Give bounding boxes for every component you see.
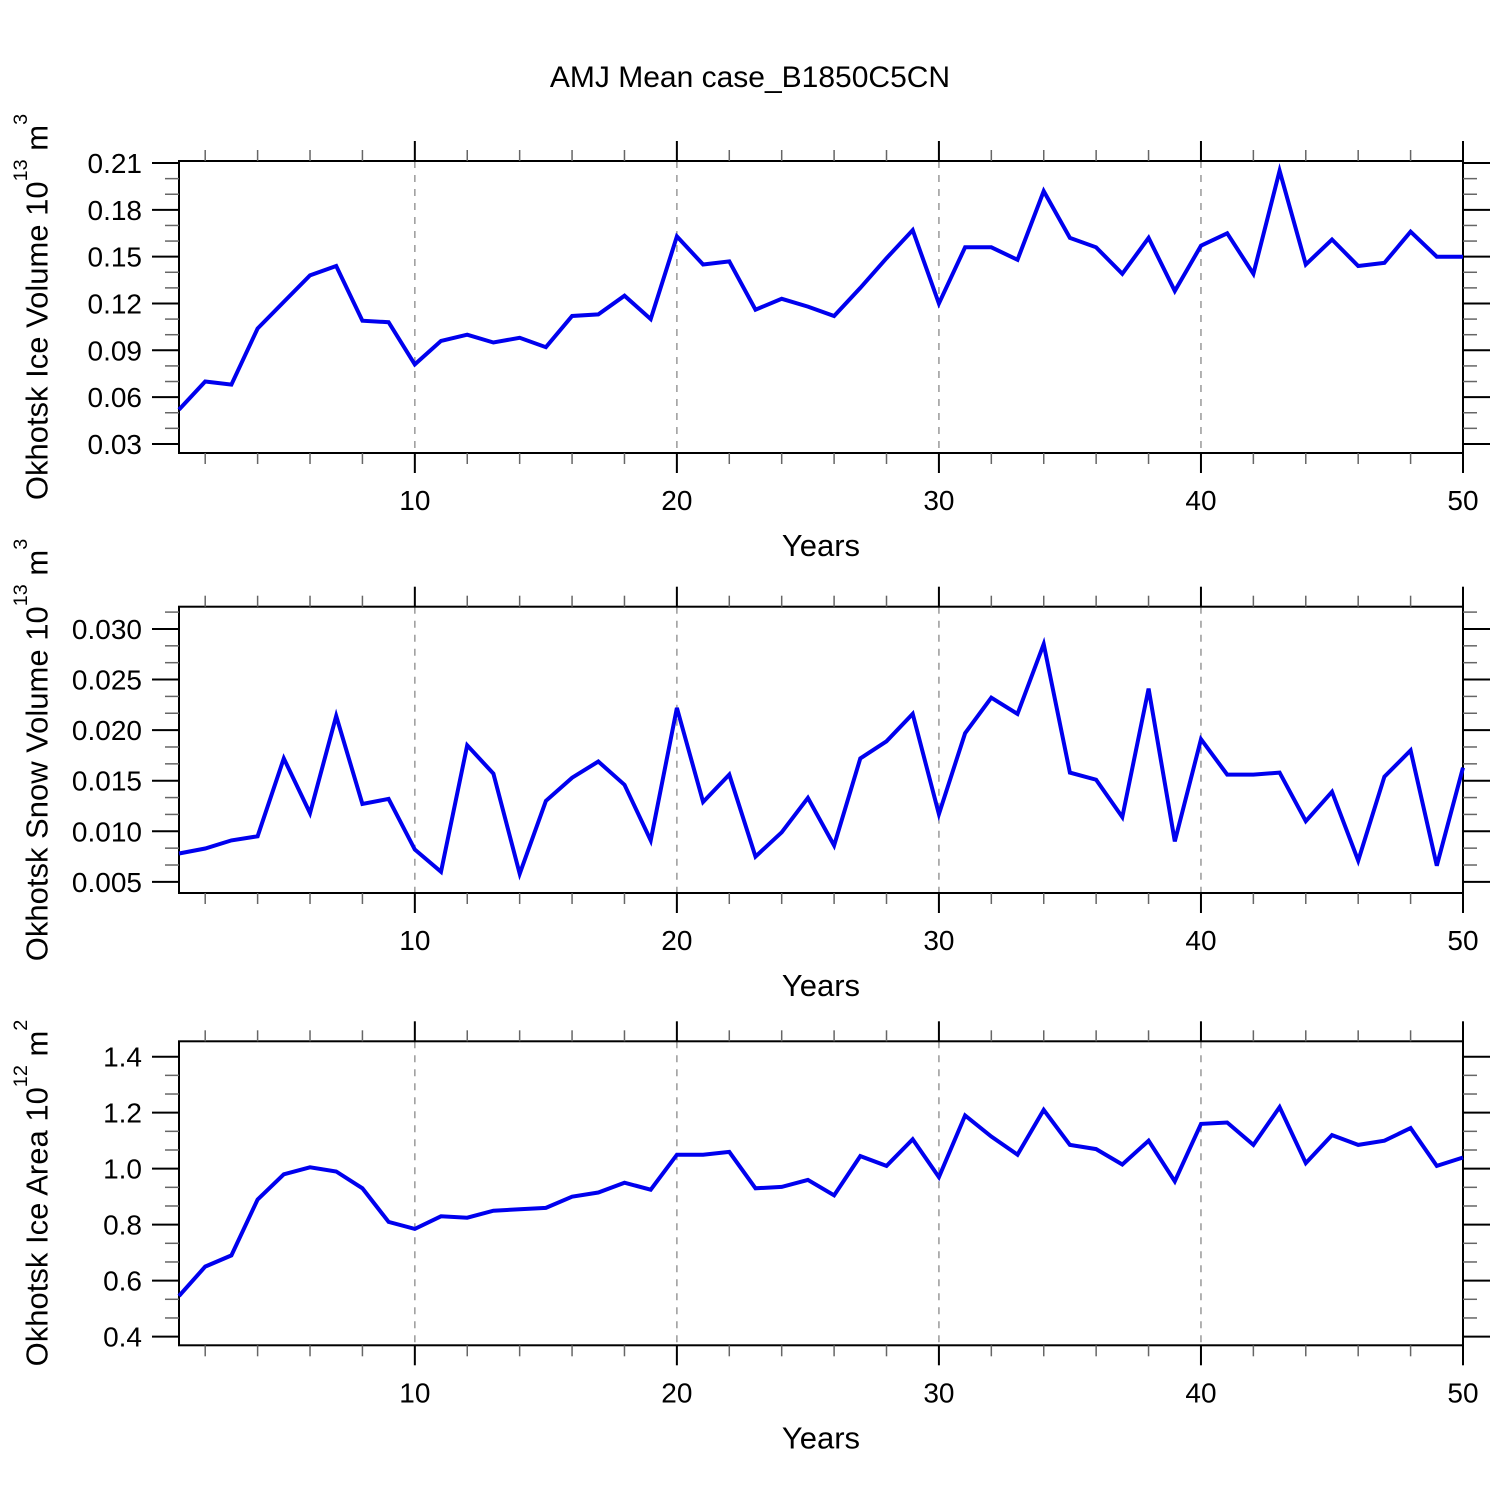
y-tick-label: 1.0 xyxy=(103,1154,142,1185)
y-tick-label: 0.010 xyxy=(72,816,142,847)
y-tick-label: 0.6 xyxy=(103,1266,142,1297)
x-tick-label: 10 xyxy=(399,485,430,516)
x-axis-title: Years xyxy=(782,968,860,1003)
x-tick-label: 50 xyxy=(1447,925,1478,956)
y-tick-label: 0.025 xyxy=(72,665,142,696)
y-tick-label: 1.4 xyxy=(103,1042,142,1073)
y-tick-label: 0.8 xyxy=(103,1210,142,1241)
y-tick-label: 0.21 xyxy=(88,148,143,179)
y-tick-label: 0.005 xyxy=(72,867,142,898)
y-tick-label: 0.4 xyxy=(103,1322,142,1353)
snow-volume-line xyxy=(178,636,1465,881)
plot-frame xyxy=(178,1040,1464,1347)
x-tick-label: 40 xyxy=(1185,1377,1216,1408)
plot-frame xyxy=(178,605,1464,894)
x-tick-label: 40 xyxy=(1185,485,1216,516)
y-tick-label: 0.03 xyxy=(88,429,143,460)
x-tick-label: 20 xyxy=(661,1377,692,1408)
x-tick-label: 50 xyxy=(1447,1377,1478,1408)
panel-ice-volume: 10 20 30 40 50 0.03 0.06 0.09 0.12 0.15 0.18 0.21 Ye… xyxy=(88,141,1490,563)
plot-frame xyxy=(178,160,1464,454)
x-tick-label: 20 xyxy=(661,485,692,516)
x-tick-label: 10 xyxy=(399,1377,430,1408)
x-tick-label: 10 xyxy=(399,925,430,956)
x-tick-label: 40 xyxy=(1185,925,1216,956)
panel-ice-area: 10 20 30 40 50 0.4 0.6 0.8 1.0 1.2 1.4 Years xyxy=(103,1021,1490,1455)
y-tick-label: 0.030 xyxy=(72,614,142,645)
x-tick-label: 30 xyxy=(923,485,954,516)
panel-snow-volume: 10 20 30 40 50 0.005 0.010 0.015 0.020 0.025 0.030… xyxy=(72,586,1490,1003)
chart-title: AMJ Mean case_B1850C5CN xyxy=(549,61,951,94)
y-tick-label: 0.09 xyxy=(88,335,143,366)
x-tick-label: 20 xyxy=(661,925,692,956)
x-tick-label: 30 xyxy=(923,925,954,956)
ice-volume-line xyxy=(177,163,1463,411)
y-tick-label: 0.12 xyxy=(88,288,143,319)
y-tick-label: 1.2 xyxy=(103,1098,142,1129)
y-tick-label: 0.015 xyxy=(72,766,142,797)
y-tick-label: 0.18 xyxy=(88,195,143,226)
x-tick-label: 30 xyxy=(923,1377,954,1408)
ice-area-line xyxy=(177,1103,1464,1298)
x-axis-title: Years xyxy=(782,1420,860,1455)
y-tick-label: 0.020 xyxy=(72,715,142,746)
y-tick-label: 0.15 xyxy=(88,242,143,273)
x-axis-title: Years xyxy=(782,528,860,563)
y-tick-label: 0.06 xyxy=(88,382,143,413)
x-tick-label: 50 xyxy=(1447,485,1478,516)
